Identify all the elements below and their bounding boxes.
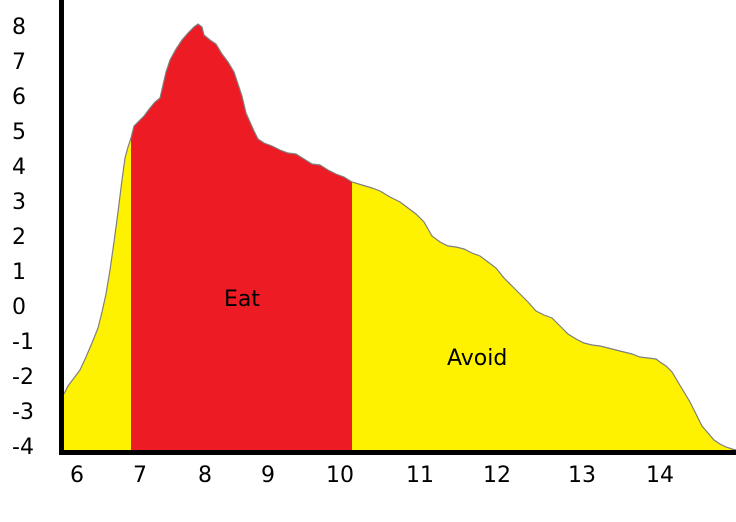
y-tick-label: 8 [12,15,26,40]
x-tick-label: 11 [406,463,434,488]
y-tick-label: 5 [12,120,26,145]
curve-outline [63,23,736,451]
y-tick-label: 7 [12,50,26,75]
x-tick-label: 12 [483,463,511,488]
region-eat-red [131,24,352,450]
x-tick-label: 6 [70,463,84,488]
region-left-yellow [64,24,131,450]
x-tick-label: 9 [261,463,275,488]
y-tick-label: -3 [12,400,34,425]
y-tick-label: 0 [12,295,26,320]
eat-region-label: Eat [224,287,261,312]
y-tick-label: 4 [12,155,26,180]
y-tick-label: 1 [12,260,26,285]
avoid-region-label: Avoid [447,346,508,371]
y-tick-label: 6 [12,85,26,110]
y-tick-label: 3 [12,190,26,215]
x-tick-label: 13 [568,463,596,488]
x-tick-label: 7 [133,463,147,488]
y-tick-label: 2 [12,225,26,250]
x-tick-label: 8 [198,463,212,488]
y-axis-line [59,0,64,455]
y-tick-label: -4 [12,435,34,460]
x-tick-label: 14 [646,463,674,488]
y-tick-label: -2 [12,365,34,390]
x-tick-label: 10 [326,463,354,488]
x-axis-line [59,450,736,455]
y-tick-label: -1 [12,330,34,355]
